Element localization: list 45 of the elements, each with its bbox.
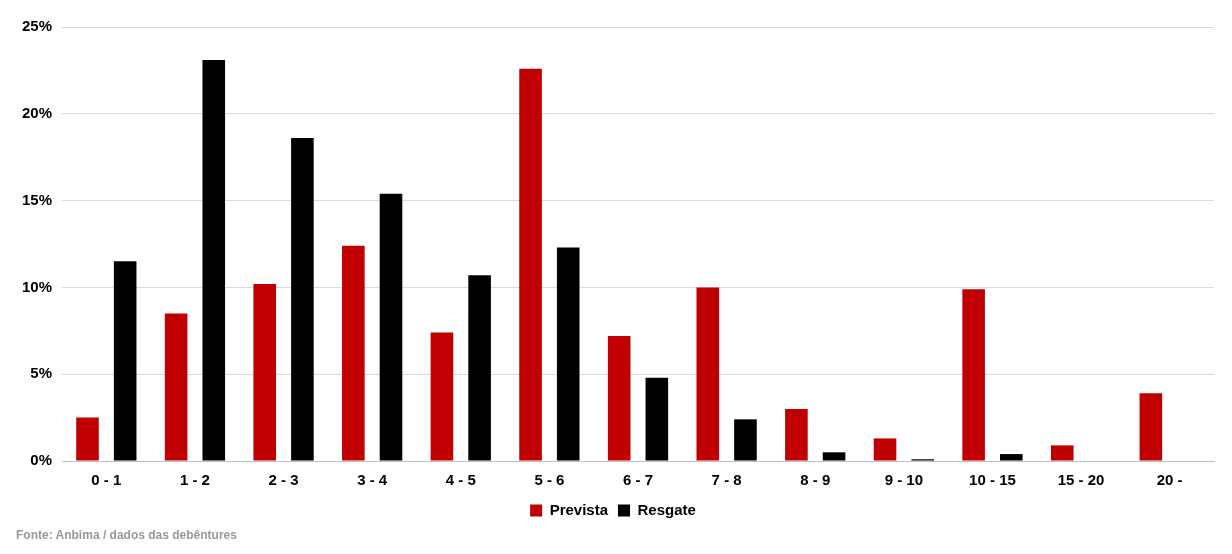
bar	[1139, 393, 1163, 461]
bar	[519, 68, 542, 461]
y-tick-label: 15%	[21, 190, 53, 208]
x-tick-label: 3 - 4	[357, 471, 388, 489]
x-tick-label: 0 - 1	[91, 471, 122, 489]
bar	[430, 332, 454, 461]
x-tick-label: 15 - 20	[1057, 471, 1105, 489]
x-tick-label: 6 - 7	[623, 471, 654, 489]
y-tick-label: 25%	[21, 17, 53, 35]
x-tick-label: 9 - 10	[884, 471, 924, 489]
bar	[822, 452, 846, 461]
bar	[607, 336, 631, 461]
x-tick-label: 2 - 3	[268, 471, 299, 489]
x-tick-label: 1 - 2	[179, 471, 210, 489]
x-tick-label: 5 - 6	[534, 471, 565, 489]
bar	[696, 287, 720, 461]
y-tick-label: 0%	[30, 451, 53, 469]
x-tick-label: 20 -	[1156, 471, 1183, 489]
legend-label: Prevista	[549, 500, 609, 518]
bar	[253, 283, 277, 461]
bar	[468, 275, 491, 461]
x-tick-label: 8 - 9	[800, 471, 831, 489]
bar	[291, 138, 314, 461]
bar	[645, 377, 669, 461]
bar	[1050, 445, 1074, 461]
x-tick-label: 7 - 8	[711, 471, 742, 489]
y-tick-label: 5%	[30, 364, 53, 382]
x-tick-label: 4 - 5	[445, 471, 476, 489]
bar	[379, 193, 403, 461]
bar	[76, 417, 99, 461]
bar	[1000, 454, 1023, 461]
bar	[962, 289, 985, 461]
y-tick-label: 10%	[21, 277, 53, 295]
bar	[342, 245, 365, 461]
source-note: Fonte: Anbima / dados das debêntures	[16, 528, 237, 542]
bar	[785, 408, 808, 461]
legend-label: Resgate	[637, 500, 696, 518]
bar	[113, 261, 137, 461]
y-tick-label: 20%	[21, 103, 53, 121]
bar	[556, 247, 580, 461]
bar	[873, 438, 897, 461]
x-tick-label: 10 - 15	[969, 471, 1016, 489]
bar	[202, 59, 226, 461]
bar	[734, 419, 757, 461]
bar	[164, 313, 188, 461]
